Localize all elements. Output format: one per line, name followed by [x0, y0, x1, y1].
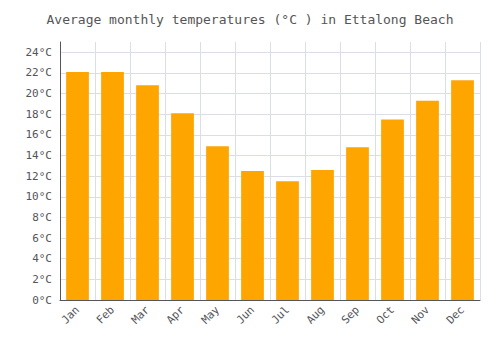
svg-text:20°C: 20°C — [26, 87, 53, 100]
svg-text:24°C: 24°C — [26, 46, 53, 59]
svg-text:10°C: 10°C — [26, 190, 53, 203]
svg-text:6°C: 6°C — [32, 232, 52, 245]
svg-text:14°C: 14°C — [26, 149, 53, 162]
svg-text:16°C: 16°C — [26, 128, 53, 141]
svg-text:0°C: 0°C — [32, 294, 52, 307]
svg-text:8°C: 8°C — [32, 211, 52, 224]
svg-text:Oct: Oct — [374, 303, 397, 326]
svg-text:Mar: Mar — [129, 303, 152, 326]
svg-text:Jul: Jul — [269, 303, 292, 326]
svg-text:Feb: Feb — [94, 303, 117, 326]
svg-text:Sep: Sep — [339, 303, 362, 326]
svg-text:4°C: 4°C — [32, 252, 52, 265]
svg-text:Jan: Jan — [59, 303, 82, 326]
svg-text:Jun: Jun — [234, 303, 257, 326]
svg-text:22°C: 22°C — [26, 66, 53, 79]
svg-text:2°C: 2°C — [32, 273, 52, 286]
svg-text:Apr: Apr — [164, 303, 187, 326]
svg-text:Nov: Nov — [409, 303, 432, 326]
svg-text:18°C: 18°C — [26, 108, 53, 121]
svg-text:May: May — [199, 303, 222, 326]
svg-text:Average monthly temperatures (: Average monthly temperatures (°C ) in Et… — [47, 12, 454, 27]
svg-text:Dec: Dec — [444, 303, 467, 326]
svg-text:12°C: 12°C — [26, 170, 53, 183]
svg-text:Aug: Aug — [304, 303, 327, 326]
